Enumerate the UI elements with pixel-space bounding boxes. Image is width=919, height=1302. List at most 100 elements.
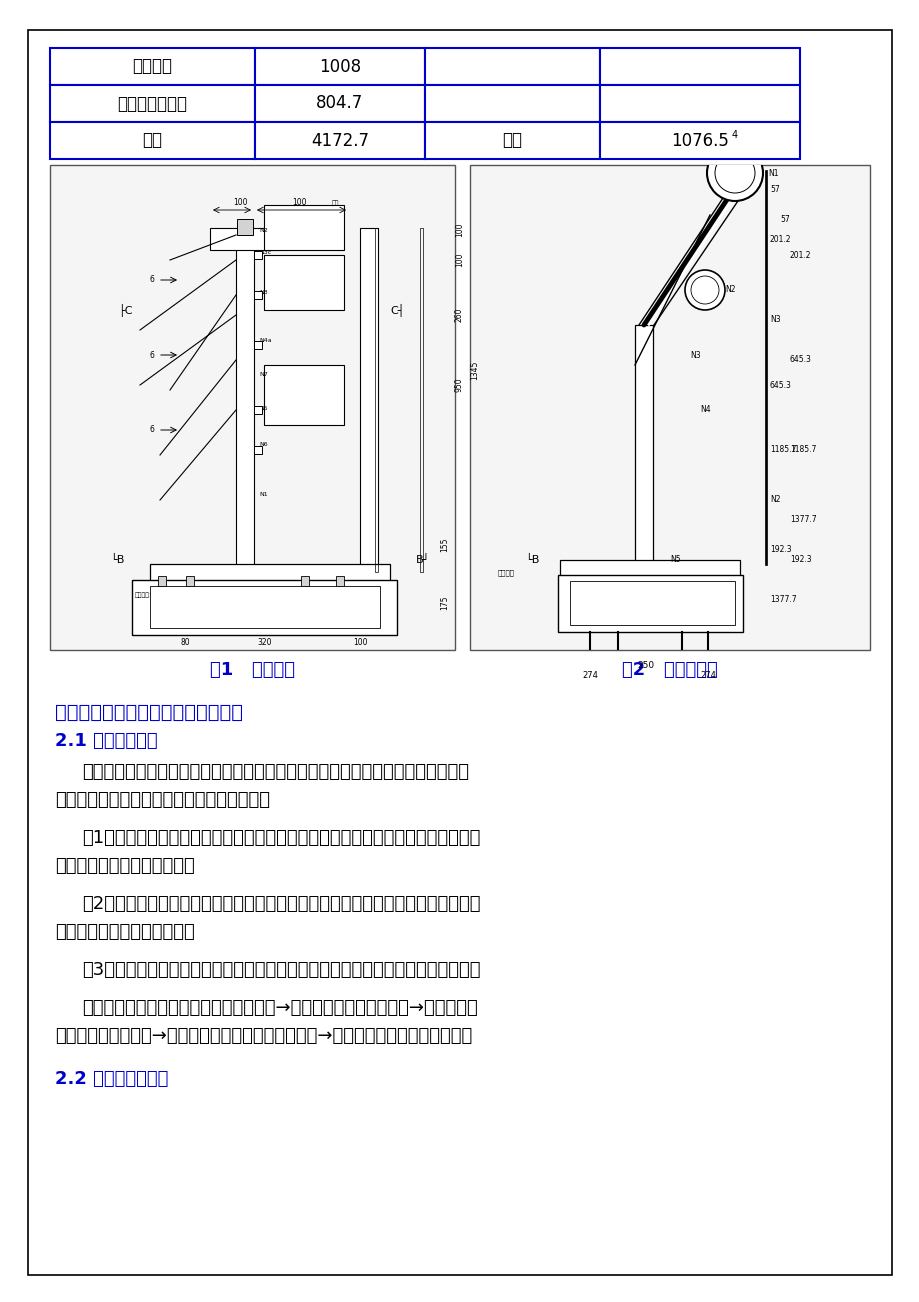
- Text: 输至现场拼装焊接安装到位。: 输至现场拼装焊接安装到位。: [55, 923, 195, 941]
- Bar: [254, 251, 262, 259]
- Bar: [765, 171, 766, 565]
- Bar: [558, 575, 743, 631]
- Text: 804.7: 804.7: [316, 95, 363, 112]
- Text: 预埋槽板
H55×340: 预埋槽板 H55×340: [330, 615, 356, 626]
- Text: 274: 274: [699, 671, 715, 680]
- Text: 645.3: 645.3: [789, 355, 811, 365]
- Text: 1008: 1008: [319, 57, 360, 76]
- Text: 192.3: 192.3: [789, 556, 811, 565]
- Bar: [254, 341, 262, 349]
- Bar: [570, 581, 734, 625]
- Text: 645.3: 645.3: [769, 380, 791, 389]
- Text: 100: 100: [352, 638, 367, 647]
- Text: 57: 57: [779, 216, 789, 224]
- Text: N2: N2: [724, 285, 734, 294]
- Bar: [375, 228, 378, 572]
- Text: N4: N4: [699, 405, 709, 414]
- Text: N3: N3: [259, 289, 267, 294]
- Text: N5: N5: [669, 556, 680, 565]
- Bar: [50, 85, 255, 122]
- Bar: [301, 575, 309, 586]
- Text: 预埋钢板: 预埋钢板: [497, 570, 515, 577]
- Bar: [236, 228, 254, 572]
- Circle shape: [714, 154, 754, 193]
- Bar: [150, 564, 390, 582]
- Text: 100: 100: [233, 198, 247, 207]
- Text: N7: N7: [259, 372, 267, 378]
- Text: 1345: 1345: [470, 361, 479, 380]
- Text: 950: 950: [455, 378, 463, 392]
- Bar: [50, 122, 255, 159]
- Text: （3）路灯等预埋件在专业钉结构、机械加工厂加工成型，现场拼装焊接安装到位。: （3）路灯等预埋件在专业钉结构、机械加工厂加工成型，现场拼装焊接安装到位。: [82, 961, 480, 979]
- Bar: [254, 406, 262, 414]
- Text: 1185.7: 1185.7: [789, 445, 815, 454]
- Text: 100: 100: [455, 223, 463, 237]
- Bar: [264, 204, 344, 250]
- Text: 本次桥面护栏施工主要包括护栏砖底座施工、人行道护栏和防撞护栏钉结构焊接、: 本次桥面护栏施工主要包括护栏砖底座施工、人行道护栏和防撞护栏钉结构焊接、: [82, 763, 469, 781]
- Text: 图2   人行道护栏: 图2 人行道护栏: [621, 661, 717, 680]
- Text: （1）护栏砖底座施工时，为确保线性及外观质量，模板采用销模或销木组合模，销: （1）护栏砖底座施工时，为确保线性及外观质量，模板采用销模或销木组合模，销: [82, 829, 480, 848]
- Bar: [255, 85, 425, 122]
- Text: 57: 57: [769, 185, 779, 194]
- Bar: [599, 85, 800, 122]
- Text: N3: N3: [689, 350, 700, 359]
- Text: C┤: C┤: [390, 303, 404, 316]
- Bar: [150, 586, 380, 628]
- Text: 主桥水中: 主桥水中: [132, 57, 173, 76]
- Text: 6: 6: [149, 276, 153, 285]
- Text: 二、总体施工思路及施工工艺流程图: 二、总体施工思路及施工工艺流程图: [55, 703, 243, 723]
- Text: 1185.7: 1185.7: [769, 445, 796, 454]
- Text: 100: 100: [455, 253, 463, 267]
- Text: B┘: B┘: [415, 555, 429, 565]
- Bar: [584, 656, 595, 660]
- Text: └B: └B: [110, 555, 124, 565]
- Bar: [254, 292, 262, 299]
- Text: 155: 155: [439, 538, 448, 552]
- Text: 撞护栏、人行道护栏→互通水中防撞护栏、人行道护栏→主桥防撞护栏、人行道护栏。: 撞护栏、人行道护栏→互通水中防撞护栏、人行道护栏→主桥防撞护栏、人行道护栏。: [55, 1027, 471, 1046]
- Text: 192.3: 192.3: [769, 546, 790, 555]
- Bar: [560, 560, 739, 578]
- Bar: [634, 326, 652, 565]
- Bar: [599, 122, 800, 159]
- Text: 1076.5: 1076.5: [670, 132, 728, 150]
- Circle shape: [706, 145, 762, 201]
- Text: 274: 274: [582, 671, 597, 680]
- Text: 260: 260: [455, 307, 463, 323]
- Text: 图1   防撞护栏: 图1 防撞护栏: [210, 661, 295, 680]
- Bar: [359, 228, 378, 572]
- Text: N4a: N4a: [259, 337, 271, 342]
- Bar: [210, 228, 279, 250]
- Bar: [612, 656, 622, 660]
- Bar: [237, 219, 253, 234]
- Bar: [425, 85, 599, 122]
- Text: N1: N1: [259, 492, 267, 497]
- Text: 筋按照设计及规范要求绑我。: 筋按照设计及规范要求绑我。: [55, 857, 195, 875]
- Text: 2.1 总体施工思路: 2.1 总体施工思路: [55, 732, 157, 750]
- Text: 合计: 合计: [502, 132, 522, 150]
- Bar: [158, 575, 165, 586]
- Text: 175: 175: [439, 596, 448, 611]
- Bar: [676, 656, 686, 660]
- Text: N2: N2: [769, 496, 779, 504]
- Text: （2）防撞护栏和人行道护栏钉结构在专业钉结构、机械加工厂加工和防腐处理，运: （2）防撞护栏和人行道护栏钉结构在专业钉结构、机械加工厂加工和防腐处理，运: [82, 894, 480, 913]
- Bar: [470, 165, 869, 650]
- Bar: [599, 48, 800, 85]
- Text: N5: N5: [259, 405, 267, 410]
- Text: 2.2 施工工艺流程图: 2.2 施工工艺流程图: [55, 1070, 168, 1088]
- Text: 1377.7: 1377.7: [769, 595, 796, 604]
- Bar: [264, 255, 344, 310]
- Text: 320: 320: [257, 638, 272, 647]
- Text: 201.2: 201.2: [789, 250, 811, 259]
- Text: 201.2: 201.2: [769, 236, 790, 245]
- Text: 6: 6: [149, 426, 153, 435]
- Text: 互通主线桥水中: 互通主线桥水中: [118, 95, 187, 112]
- Bar: [50, 165, 455, 650]
- Text: ├C: ├C: [118, 303, 132, 316]
- Bar: [186, 575, 194, 586]
- Text: 合计: 合计: [142, 132, 163, 150]
- Text: 预埋钢板2: 预埋钢板2: [289, 592, 309, 598]
- Bar: [420, 228, 423, 572]
- Text: 桥面护栏施工顺序为先引桥岸上防撞护栏→互通主线桥岸上防撞护栏→引桥水中防: 桥面护栏施工顺序为先引桥岸上防撞护栏→互通主线桥岸上防撞护栏→引桥水中防: [82, 999, 477, 1017]
- Text: N6: N6: [259, 443, 267, 448]
- Bar: [255, 48, 425, 85]
